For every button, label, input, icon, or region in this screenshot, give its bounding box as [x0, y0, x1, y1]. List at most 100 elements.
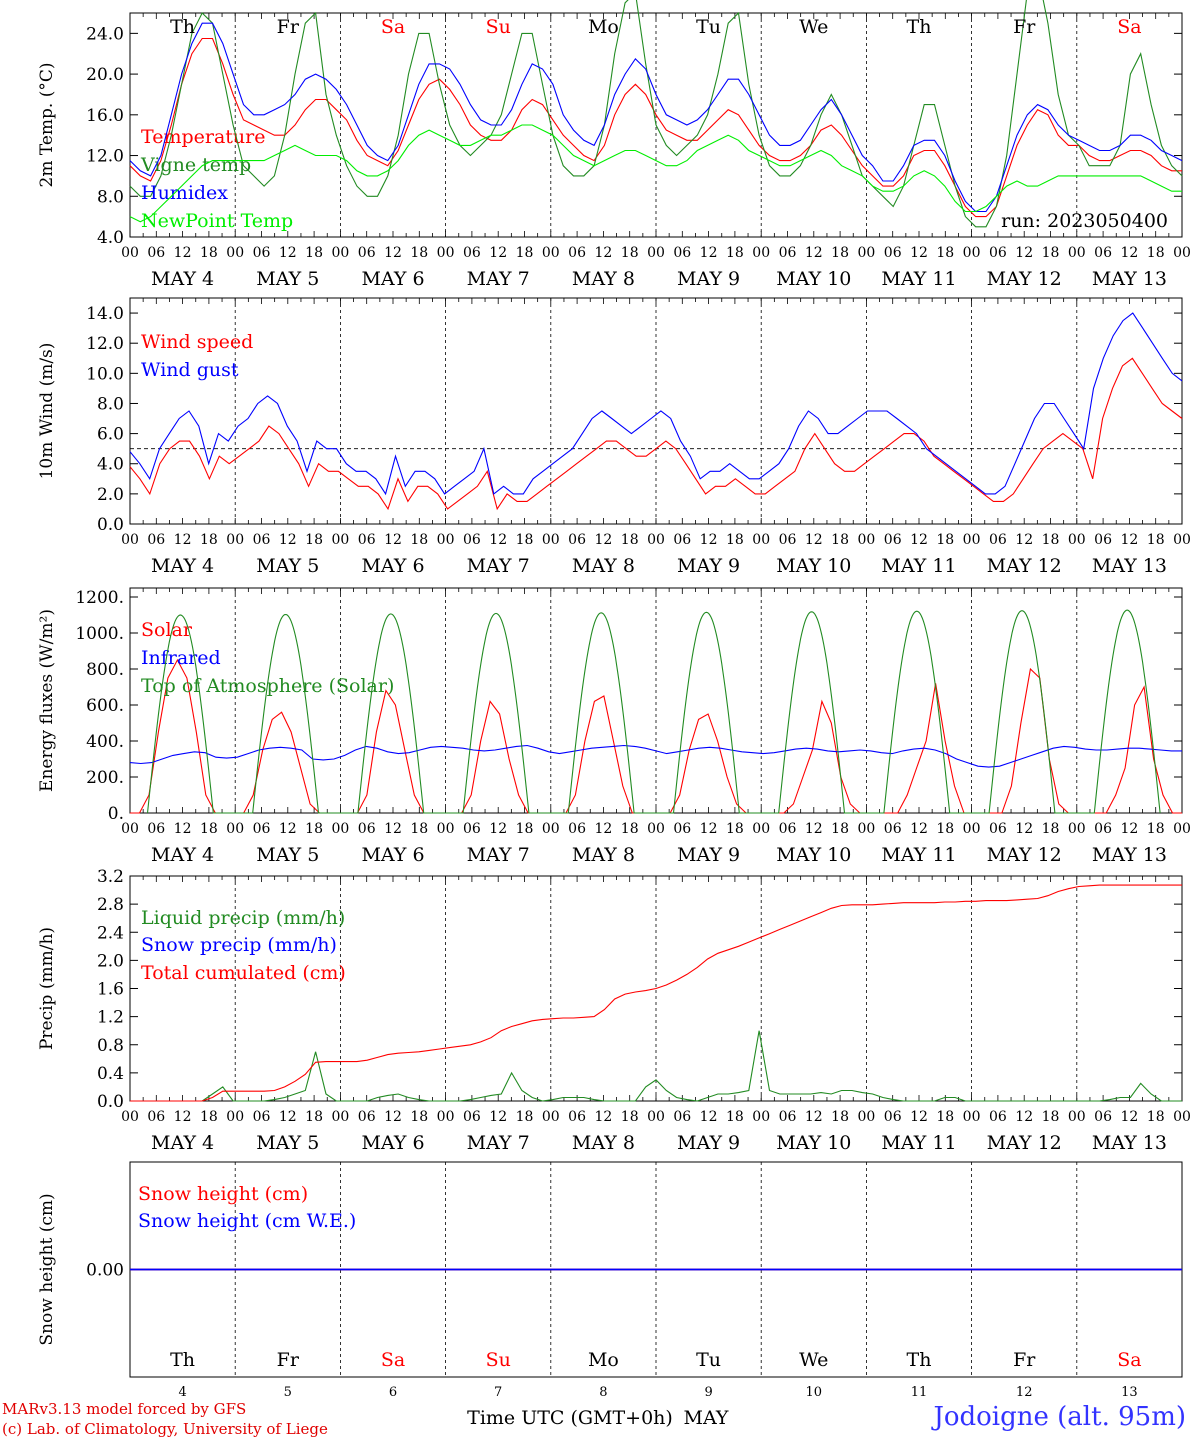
day-number: 13 — [1121, 1385, 1138, 1400]
hour-tick-label: 18 — [936, 245, 954, 261]
y-axis-label: Snow height (cm) — [37, 1193, 57, 1345]
y-tick-label: 2.0 — [97, 485, 124, 505]
hour-tick-label: 00 — [226, 245, 244, 261]
legend-entry: Total cumulated (cm) — [141, 962, 346, 984]
hour-tick-label: 06 — [463, 245, 481, 261]
series-line — [130, 1030, 1182, 1102]
hour-tick-label: 06 — [673, 821, 691, 837]
date-label: MAY 9 — [677, 555, 740, 577]
hour-tick-label: 06 — [1094, 821, 1112, 837]
hour-tick-label: 06 — [673, 1109, 691, 1125]
hour-tick-label: 06 — [358, 821, 376, 837]
hour-tick-label: 12 — [594, 1109, 612, 1125]
hour-tick-label: 06 — [884, 532, 902, 548]
day-number: 11 — [911, 1385, 928, 1400]
y-tick-label: 0.0 — [97, 1092, 124, 1112]
date-label: MAY 13 — [1092, 844, 1167, 866]
y-axis-label: Energy fluxes (W/m²) — [37, 609, 57, 792]
date-label: MAY 9 — [677, 1132, 740, 1154]
y-tick-label: 4.0 — [97, 228, 124, 248]
panel-3: 0. 200. 400. 600. 800. 1000. 1200. Energy fluxe… — [37, 587, 1191, 866]
hour-tick-label: 00 — [121, 245, 139, 261]
date-label: MAY 6 — [361, 1132, 424, 1154]
date-label: MAY 8 — [572, 268, 635, 290]
series-line — [129, 744, 1182, 768]
y-tick-label: 2.0 — [97, 951, 124, 971]
hour-tick-label: 18 — [305, 1109, 323, 1125]
date-label: MAY 11 — [881, 844, 956, 866]
day-label: Th — [170, 16, 195, 38]
hour-tick-label: 00 — [647, 1109, 665, 1125]
hour-tick-label: 06 — [358, 1109, 376, 1125]
hour-tick-label: 06 — [1094, 532, 1112, 548]
hour-tick-label: 12 — [174, 821, 192, 837]
y-tick-label: 4.0 — [97, 455, 124, 475]
hour-tick-label: 18 — [200, 532, 218, 548]
y-tick-label: 0.0 — [97, 515, 124, 535]
hour-tick-label: 00 — [752, 821, 770, 837]
y-tick-label: 12.0 — [86, 334, 124, 354]
day-label: Fr — [277, 1349, 300, 1371]
date-label: MAY 13 — [1092, 1132, 1167, 1154]
hour-tick-label: 00 — [752, 532, 770, 548]
hour-tick-label: 18 — [516, 245, 534, 261]
y-axis-label: 2m Temp. (°C) — [37, 62, 57, 187]
hour-tick-label: 06 — [253, 821, 271, 837]
legend-entry: Humidex — [141, 182, 228, 204]
y-tick-label: 0. — [108, 804, 124, 824]
series-line — [129, 0, 1183, 228]
y-tick-label: 14.0 — [86, 304, 124, 324]
hour-tick-label: 18 — [621, 1109, 639, 1125]
hour-tick-label: 12 — [279, 821, 297, 837]
hour-tick-label: 18 — [621, 245, 639, 261]
hour-tick-label: 18 — [410, 821, 428, 837]
panel-4: 0.0 0.4 0.8 1.2 1.6 2.0 2.4 2.8 3.2 Precip (mm/h)… — [37, 867, 1191, 1154]
hour-tick-label: 12 — [1120, 1109, 1138, 1125]
day-number: 5 — [284, 1385, 292, 1400]
hour-tick-label: 12 — [279, 245, 297, 261]
day-number: 9 — [704, 1385, 712, 1400]
hour-tick-label: 06 — [673, 532, 691, 548]
hour-tick-label: 18 — [305, 245, 323, 261]
day-label: Su — [486, 16, 511, 38]
legend-entry: Wind speed — [141, 331, 253, 353]
hour-tick-label: 06 — [1094, 1109, 1112, 1125]
hour-tick-label: 18 — [516, 821, 534, 837]
date-label: MAY 4 — [151, 844, 214, 866]
day-label: Mo — [588, 16, 619, 38]
y-tick-label: 800. — [86, 660, 124, 680]
hour-tick-label: 12 — [700, 1109, 718, 1125]
hour-tick-label: 12 — [700, 532, 718, 548]
date-label: MAY 7 — [467, 268, 530, 290]
y-tick-label: 12.0 — [86, 147, 124, 167]
hour-tick-label: 00 — [542, 245, 560, 261]
hour-tick-label: 12 — [1015, 821, 1033, 837]
plot-frame — [129, 587, 1183, 814]
hour-tick-label: 06 — [568, 1109, 586, 1125]
hour-tick-label: 06 — [147, 821, 165, 837]
hour-tick-label: 18 — [200, 245, 218, 261]
hour-tick-label: 06 — [253, 532, 271, 548]
day-label: Fr — [277, 16, 300, 38]
hour-tick-label: 00 — [1173, 821, 1191, 837]
y-tick-label: 6.0 — [97, 425, 124, 445]
hour-tick-label: 06 — [673, 245, 691, 261]
date-label: MAY 12 — [987, 844, 1062, 866]
hour-tick-label: 18 — [305, 532, 323, 548]
hour-tick-label: 00 — [857, 245, 875, 261]
date-label: MAY 13 — [1092, 268, 1167, 290]
hour-tick-label: 12 — [594, 245, 612, 261]
date-label: MAY 5 — [256, 844, 319, 866]
hour-tick-label: 12 — [489, 245, 507, 261]
hour-tick-label: 18 — [726, 1109, 744, 1125]
hour-tick-label: 00 — [1068, 245, 1086, 261]
y-tick-label: 0.4 — [97, 1064, 124, 1084]
y-tick-label: 8.0 — [97, 187, 124, 207]
legend-entry: Infrared — [141, 647, 221, 669]
hour-tick-label: 12 — [805, 532, 823, 548]
hour-tick-label: 00 — [121, 821, 139, 837]
date-label: MAY 4 — [151, 268, 214, 290]
date-label: MAY 7 — [467, 1132, 530, 1154]
x-axis-label: Time UTC (GMT+0h) — [467, 1407, 673, 1429]
hour-tick-label: 06 — [463, 1109, 481, 1125]
